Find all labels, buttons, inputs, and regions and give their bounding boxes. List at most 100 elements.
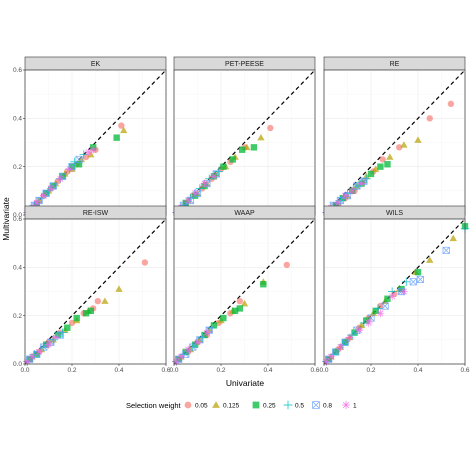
panel-wils: WILS 0.0 0.2 0.4 0.6 [319,205,470,374]
x-tick-label: 0.4 [263,367,272,374]
y-tick-label: 0.0 [13,361,22,368]
data-point [120,126,128,134]
x-tick-label: 0.2 [366,367,375,374]
x-tick-label: 0.2 [216,367,225,374]
panel-waap: WAAP 0.0 0.2 0.4 0.6 [169,205,320,374]
data-point [341,191,349,200]
data-point [257,133,265,141]
data-point [89,145,97,154]
data-point [426,256,434,263]
data-point [409,278,417,286]
data-point [220,163,227,170]
legend-label: 0.5 [295,403,304,410]
data-point [396,144,403,151]
data-point [381,302,389,310]
data-point [348,186,357,195]
x-tick-label: 0.4 [114,367,123,374]
panel-title: RE [390,61,400,68]
data-point [65,165,74,173]
panel-title: WILS [386,210,403,217]
data-point [334,199,342,207]
data-point [141,259,149,266]
data-point [35,348,43,356]
reference-line [24,218,167,365]
data-point [75,155,83,164]
data-point [210,172,218,181]
series-1 [322,287,408,366]
legend-key [212,401,220,408]
data-point [322,357,331,366]
data-point [327,352,335,361]
data-point [364,319,373,327]
y-tick-label: 0.2 [13,313,22,320]
data-point [416,275,424,284]
data-point [240,299,249,307]
data-point [231,307,239,315]
data-point [400,141,408,148]
data-point [372,307,379,315]
data-point [379,156,386,163]
legend-entry-1: 1 [341,400,357,410]
data-point [193,338,202,347]
data-point [376,309,385,318]
data-point [101,297,109,304]
reference-line [323,69,466,216]
legend-key [312,401,320,409]
panel-border [24,218,167,365]
legend-label: 0.8 [323,403,332,410]
data-point [75,161,83,168]
data-point [28,352,36,361]
legend-label: 0.05 [195,403,208,410]
data-point [73,314,80,322]
y-tick-label: 0.4 [13,265,22,272]
data-point [87,307,94,315]
panel-title: WAAP [234,210,255,217]
data-point [402,277,411,286]
panel-border [173,218,316,365]
legend-key [252,401,260,409]
data-point [94,297,102,305]
data-point [64,324,71,331]
data-point [118,122,125,129]
x-tick-label: 0.0 [319,367,328,374]
reference-line [173,69,316,216]
data-point [400,287,408,296]
data-point [39,191,48,200]
data-point [172,357,181,366]
data-point [44,340,53,349]
data-point [32,199,41,207]
data-point [388,292,396,301]
legend: Selection weight 0.05 0.125 0.25 0.5 0.8 1 [126,400,357,410]
legend-key [184,401,192,409]
legend-entry-0.25: 0.25 [252,401,276,410]
data-point [82,153,90,161]
y-tick-label: 0.6 [13,216,22,223]
legend-label: 0.25 [263,403,276,410]
legend-key [341,400,351,410]
reference-line [173,218,316,365]
panel-border [323,218,466,365]
data-point [47,184,55,193]
y-tick-label: 0.0 [13,212,22,219]
data-point [23,357,32,366]
data-point [267,124,274,132]
y-tick-label: 0.6 [13,67,22,74]
data-point [426,115,433,122]
data-point [115,285,123,292]
legend-entry-0.5: 0.5 [283,400,304,410]
legend-title: Selection weight [126,401,182,410]
data-point [84,148,93,157]
data-point [229,156,236,163]
data-point [384,161,391,168]
panel-pet-peese: PET-PEESE [172,56,316,217]
data-point [386,153,394,160]
data-point [77,155,86,163]
y-tick-label: 0.4 [13,116,22,123]
panel-ek: EK 0.0 0.2 0.4 0.6 [13,56,167,219]
data-point [260,281,267,288]
data-point [51,333,60,342]
x-tick-label: 0.6 [460,367,469,374]
x-tick-label: 0.6 [161,367,170,374]
x-axis-title: Univariate [226,378,265,388]
series-1 [23,333,60,366]
